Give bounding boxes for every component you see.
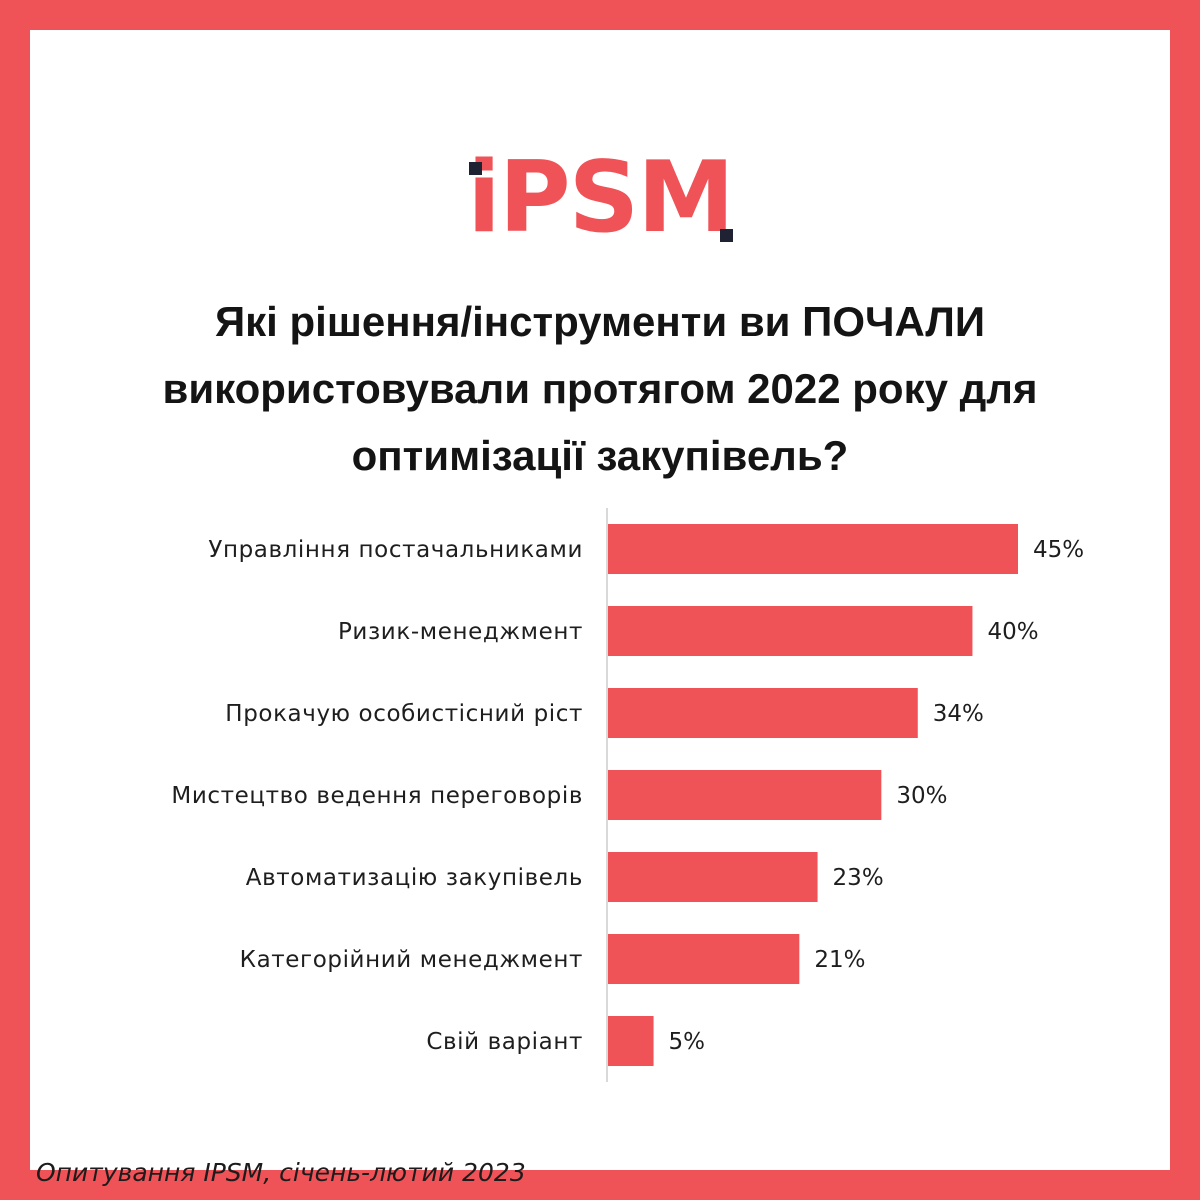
bar	[608, 524, 1018, 574]
category-label: Мистецтво ведення переговорів	[171, 783, 583, 809]
logo-exclaim-dot	[719, 229, 733, 242]
value-label: 45%	[1033, 537, 1084, 563]
white-panel: iPSM Які рішення/інструменти ви ПОЧАЛИ в…	[30, 30, 1170, 1187]
title-line: оптимізації закупівель?	[351, 432, 849, 479]
value-label: 23%	[833, 865, 884, 891]
value-label: 30%	[896, 783, 947, 809]
bar	[608, 688, 918, 738]
title-line: Які рішення/інструменти ви ПОЧАЛИ	[214, 298, 986, 345]
category-label: Управління постачальниками	[208, 537, 583, 563]
logo-i-dot	[469, 162, 483, 175]
bar	[608, 934, 800, 984]
bar	[608, 852, 818, 902]
bar	[608, 1016, 654, 1066]
value-label: 40%	[987, 619, 1038, 645]
logo-text: iPSM	[467, 141, 735, 255]
value-label: 21%	[814, 947, 865, 973]
bar	[608, 770, 882, 820]
category-label: Категорійний менеджмент	[240, 947, 583, 973]
source-caption: Опитування IPSM, січень-лютий 2023	[36, 1158, 526, 1187]
ipsm-logo: iPSM	[30, 148, 1170, 248]
chart-title: Які рішення/інструменти ви ПОЧАЛИ викори…	[70, 288, 1130, 489]
category-label: Прокачую особистісний ріст	[225, 701, 583, 727]
value-label: 34%	[933, 701, 984, 727]
category-label: Автоматизацію закупівель	[246, 865, 583, 891]
category-label: Ризик-менеджмент	[338, 619, 583, 645]
title-line: використовували протягом 2022 року для	[162, 365, 1038, 412]
value-label: 5%	[669, 1029, 706, 1055]
category-label: Свій варіант	[426, 1029, 583, 1055]
bar-chart: Управління постачальниками 45% Ризик-менед…	[171, 508, 1084, 1082]
bar	[608, 606, 973, 656]
